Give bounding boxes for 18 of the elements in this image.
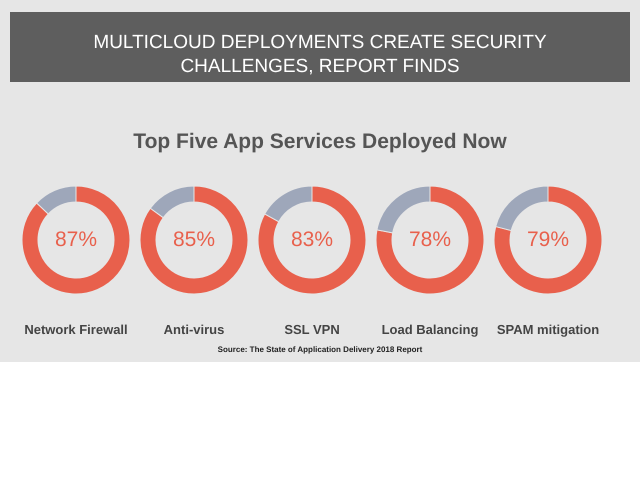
text: Network Firewall xyxy=(24,322,128,337)
data-label: 85% xyxy=(172,228,216,251)
donut-slice xyxy=(258,186,366,294)
text: SPAM mitigation xyxy=(496,322,600,337)
text: SSL VPN xyxy=(284,322,340,337)
data-label: 78% xyxy=(408,228,452,251)
text: Load Balancing xyxy=(382,322,478,337)
donut-slice xyxy=(140,186,248,294)
data-label: 79% xyxy=(526,228,570,251)
source-note: Source: The State of Application Delivery 2018 Report xyxy=(218,345,423,354)
text: MULTICLOUD DEPLOYMENTS CREATE SECURITY CHALLENGES, REPORT FINDS xyxy=(93,32,547,77)
donut-slice xyxy=(22,186,130,294)
text: Top Five App Services Deployed Now xyxy=(133,130,508,153)
data-label: 83% xyxy=(290,228,334,251)
donut-slice xyxy=(376,186,484,294)
text: Anti-virus xyxy=(164,322,224,337)
data-label: 87% xyxy=(54,228,98,251)
donut-slice xyxy=(494,186,602,294)
